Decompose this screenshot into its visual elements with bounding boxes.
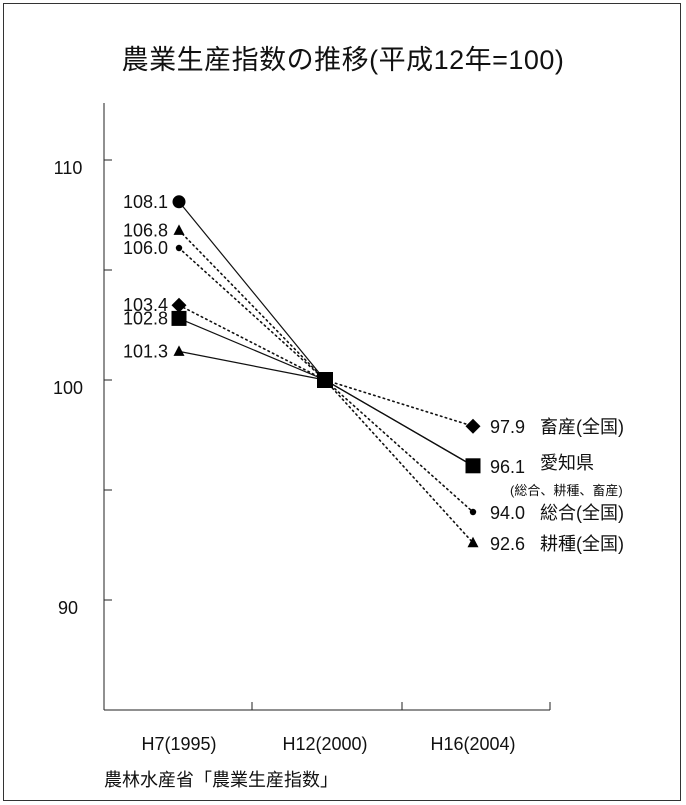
- source-note: 農林水産省「農業生産指数」: [104, 770, 338, 790]
- marker-nat_crops-2: [467, 536, 479, 548]
- chart-title: 農業生産指数の推移(平成12年=100): [121, 45, 565, 75]
- marker-aichi_crops-0: [173, 345, 185, 356]
- marker-base-point: [317, 372, 333, 388]
- marker-nat_livestock-0: [171, 297, 187, 313]
- y-tick-label: 100: [53, 378, 83, 398]
- marker-nat_livestock-2: [465, 418, 481, 434]
- series-name-label: 総合(全国): [540, 503, 624, 523]
- series-note-label: (総合、耕種、畜産): [510, 483, 623, 498]
- marker-nat_total-0: [175, 244, 183, 252]
- data-label-start: 106.0: [123, 238, 168, 258]
- x-tick-label: H12(2000): [282, 734, 367, 754]
- data-label-start: 103.4: [123, 295, 168, 315]
- data-label-start: 108.1: [123, 192, 168, 212]
- series-name-label: 耕種(全国): [540, 534, 624, 554]
- x-tick-label: H16(2004): [430, 734, 515, 754]
- marker-nat_total-2: [469, 508, 477, 516]
- series-line-aichi_total: [178, 317, 474, 467]
- series-line-aichi_livestock: [178, 201, 474, 467]
- series-name-label: 愛知県: [540, 453, 594, 473]
- chart-frame: [3, 3, 681, 801]
- marker-aichi_total-0: [171, 310, 187, 326]
- series-line-nat_livestock: [178, 304, 474, 428]
- data-label-start: 101.3: [123, 341, 168, 361]
- data-label-end: 96.1: [490, 457, 525, 477]
- series-line-aichi_crops: [178, 350, 474, 467]
- marker-aichi_livestock-0: [172, 195, 186, 209]
- marker-aichi_total-2: [465, 458, 481, 474]
- data-label-end: 92.6: [490, 534, 525, 554]
- x-tick-label: H7(1995): [141, 734, 216, 754]
- data-label-start: 106.8: [123, 220, 168, 240]
- marker-nat_crops-0: [173, 224, 185, 235]
- series-line-nat_crops: [178, 229, 474, 544]
- y-tick-label: 110: [54, 158, 83, 178]
- data-label-end: 97.9: [490, 417, 525, 437]
- data-label-start: 102.8: [123, 308, 168, 328]
- data-label-end: 94.0: [490, 503, 525, 523]
- y-tick-label: 90: [58, 598, 78, 618]
- series-name-label: 畜産(全国): [540, 417, 624, 437]
